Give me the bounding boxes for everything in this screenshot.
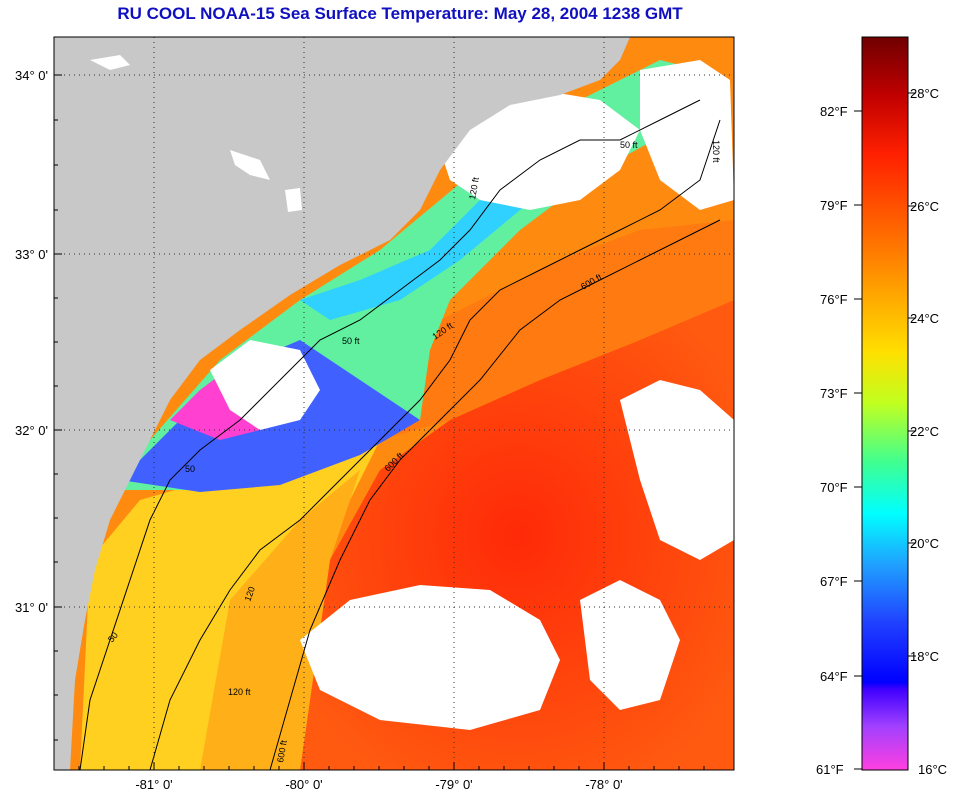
sst-map: 50 ft 120 ft 600 ft 50 120 600 ft 50 ft … [15, 36, 735, 792]
contour-label: 120 ft [711, 140, 721, 163]
lon-tick-label: -80° 0' [285, 777, 322, 792]
map-axis-ticks [54, 74, 705, 770]
fahrenheit-label: 79°F [820, 198, 848, 213]
celsius-label: 26°C [910, 199, 939, 214]
celsius-label: 22°C [910, 424, 939, 439]
lat-tick-label: 33° 0' [15, 247, 48, 262]
lon-tick-label: -79° 0' [435, 777, 472, 792]
fahrenheit-label: 76°F [820, 292, 848, 307]
celsius-label: 18°C [910, 649, 939, 664]
contour-label: 50 ft [342, 336, 360, 346]
fahrenheit-label: 61°F [816, 762, 844, 777]
contour-label: 120 [242, 585, 257, 603]
fahrenheit-label: 67°F [820, 574, 848, 589]
inland-lake-icon [90, 55, 130, 70]
contour-label: 600 ft [275, 739, 289, 763]
cloud-patch-coastal [210, 340, 320, 430]
inland-lake-icon [285, 188, 302, 212]
fahrenheit-label: 64°F [820, 669, 848, 684]
colorbar-ticks [854, 92, 916, 770]
map-title: RU COOL NOAA-15 Sea Surface Temperature:… [117, 4, 683, 23]
cloud-patch-southeast [580, 580, 680, 710]
fahrenheit-label: 70°F [820, 480, 848, 495]
map-frame [53, 36, 735, 771]
shelf-orange-band [200, 470, 360, 770]
inland-lake-icon [230, 150, 270, 180]
lon-tick-label: -81° 0' [135, 777, 172, 792]
lon-tick-label: -78° 0' [585, 777, 622, 792]
temperature-colorbar: 82°F 79°F 76°F 73°F 70°F 67°F 64°F 61°F … [816, 36, 947, 777]
contour-label: 120 ft [467, 176, 481, 200]
celsius-label: 28°C [910, 86, 939, 101]
contour-label: 50 ft [620, 140, 638, 150]
fahrenheit-label: 82°F [820, 104, 848, 119]
cloud-patch-east [620, 380, 734, 560]
cloud-patch-southcentral [300, 585, 560, 730]
lat-tick-label: 34° 0' [15, 68, 48, 83]
fahrenheit-label: 73°F [820, 386, 848, 401]
contour-50ft [79, 99, 701, 770]
map-grid [54, 37, 734, 770]
lat-tick-label: 32° 0' [15, 423, 48, 438]
colorbar-gradient [861, 36, 909, 771]
land-area [54, 37, 630, 770]
contour-label: 120 ft [228, 687, 251, 697]
contour-600ft [269, 219, 721, 770]
cloud-patch-northeast [640, 60, 734, 210]
lat-tick-label: 31° 0' [15, 600, 48, 615]
celsius-label: 16°C [918, 762, 947, 777]
celsius-label: 24°C [910, 311, 939, 326]
midshelf-orange [380, 220, 734, 440]
celsius-label: 20°C [910, 536, 939, 551]
cloud-patch-north [440, 90, 640, 210]
contour-label: 50 [106, 630, 120, 644]
contour-120ft [149, 119, 721, 770]
contour-label: 50 [185, 464, 195, 474]
